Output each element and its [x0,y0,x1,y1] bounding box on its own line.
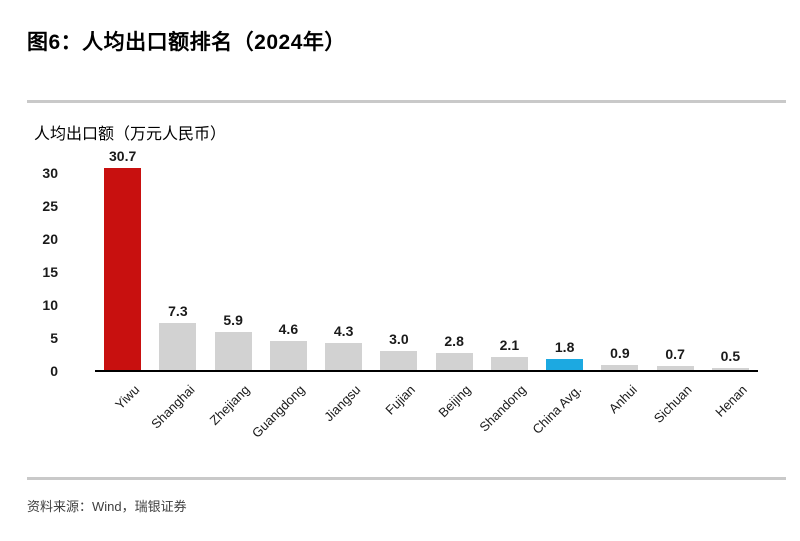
bar-value-label: 2.8 [444,333,464,349]
x-axis-line [95,370,758,372]
chart-title: 图6：人均出口额排名（2024年） [27,31,346,54]
bar-henan [711,368,749,371]
x-axis-category-label: Shandong [476,382,529,435]
x-axis-category-label: Zhejiang [206,382,253,428]
source-note: 资料来源：Wind，瑞银证券 [27,499,187,514]
bar-china-avg- [546,359,584,371]
bar-value-label: 2.1 [499,337,520,353]
bar-value-label: 7.3 [168,303,188,319]
bar-value-label: 0.7 [665,346,685,362]
y-axis-title: 人均出口额（万元人民币） [34,126,227,143]
bar-value-label: 30.7 [109,148,137,164]
bar-beijing [435,353,473,371]
bar-shanghai [159,323,197,371]
bar-value-label: 4.3 [333,323,354,339]
x-axis-category-label: Beijing [435,382,474,421]
top-divider-line [27,100,786,103]
bar-value-label: 0.5 [720,348,741,364]
bar-zhejiang [214,332,252,371]
bar-value-label: 3.0 [389,331,409,347]
y-axis-tick-label: 10 [42,297,58,313]
x-axis-category-label: Sichuan [650,382,695,426]
bar-value-label: 0.9 [610,345,630,361]
bar-jiangsu [325,343,363,371]
x-axis-category-label: Fujian [382,382,419,418]
x-axis-category-label: Guangdong [249,382,308,441]
x-axis-category-label: Shanghai [148,382,198,432]
bar-anhui [601,365,639,371]
y-axis-tick-label: 30 [42,165,58,181]
bar-value-label: 4.6 [278,321,299,337]
y-axis-tick-label: 5 [50,330,58,346]
x-axis-category-label: Henan [712,382,750,420]
y-axis-tick-label: 0 [50,363,58,379]
bar-value-label: 1.8 [554,339,575,355]
bar-shandong [490,357,528,371]
y-axis-tick-label: 15 [42,264,58,280]
bar-yiwu [104,168,142,371]
x-axis-category-label: China Avg. [529,382,585,437]
x-axis-category-label: Yiwu [112,382,143,413]
bar-sichuan [656,366,694,371]
bar-value-label: 5.9 [223,312,243,328]
x-axis-category-label: Anhui [605,382,640,417]
y-axis-tick-label: 25 [42,198,58,214]
bar-fujian [380,351,418,371]
bar-guangdong [269,341,307,371]
bottom-divider-line [27,477,786,480]
x-axis-category-label: Jiangsu [320,382,364,425]
y-axis-tick-label: 20 [42,231,58,247]
